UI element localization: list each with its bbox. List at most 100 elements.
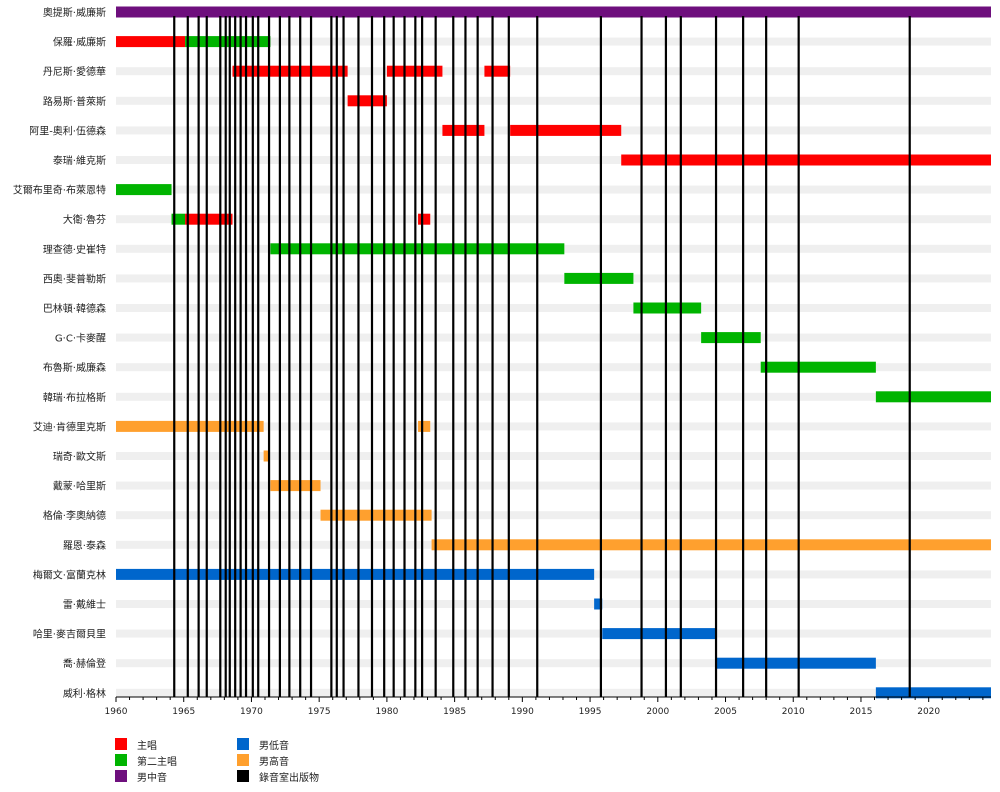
member-bar-tenor	[270, 480, 321, 492]
member-bar-second_lead	[185, 36, 271, 48]
x-tick-label: 1965	[172, 707, 195, 717]
member-label: 韓瑞·布拉格斯	[43, 391, 106, 404]
member-bar-lead	[621, 154, 991, 166]
member-bar-second_lead	[633, 302, 702, 314]
member-bar-second_lead	[171, 213, 186, 225]
member-label: 艾迪·肯德里克斯	[33, 420, 106, 433]
member-bar-lead	[484, 65, 511, 77]
member-bar-lead	[418, 213, 431, 225]
legend-swatch-baritone	[115, 770, 127, 782]
row-stripe	[116, 511, 991, 520]
member-label: 保羅·威廉斯	[53, 36, 106, 49]
member-bar-lead	[510, 124, 622, 136]
member-bar-tenor	[431, 539, 992, 551]
member-bar-bass	[602, 628, 717, 640]
x-tick-label: 1985	[443, 707, 466, 717]
legend-label: 主唱	[137, 740, 157, 752]
legend-label: 男中音	[137, 771, 167, 784]
member-label: 布魯斯·威廉森	[43, 361, 106, 374]
legend-swatch-second_lead	[115, 754, 127, 766]
member-bar-tenor	[418, 420, 431, 432]
x-tick-label: 1995	[579, 707, 602, 717]
member-bar-bass	[594, 598, 603, 610]
x-tick-label: 1960	[105, 707, 128, 717]
row-stripe	[116, 215, 991, 224]
member-bar-lead	[185, 213, 233, 225]
row-stripe	[116, 629, 991, 638]
x-tick-label: 1990	[511, 707, 534, 717]
member-bars	[116, 6, 992, 699]
member-label: 喬·赫倫登	[63, 657, 106, 670]
x-tick-label: 2005	[714, 707, 737, 717]
x-tick-label: 1970	[240, 707, 263, 717]
x-tick-label: 2000	[646, 707, 669, 717]
row-stripe	[116, 304, 991, 312]
member-bar-second_lead	[760, 361, 876, 373]
legend-swatch-bass	[237, 738, 249, 750]
member-bar-second_lead	[875, 391, 991, 403]
legend-label: 男高音	[259, 755, 289, 768]
member-bar-bass	[875, 687, 991, 699]
row-stripe	[116, 688, 991, 697]
member-label: 阿里-奧利·伍德森	[29, 124, 106, 137]
member-label: 泰瑞·維克斯	[53, 154, 106, 167]
row-stripe	[116, 363, 991, 372]
studio-album-lines	[173, 16, 911, 697]
member-label: 哈里·麥吉爾貝里	[33, 628, 106, 641]
x-tick-label: 2015	[850, 707, 873, 717]
row-stripe	[116, 96, 991, 105]
x-tick-label: 1975	[308, 707, 331, 717]
row-stripe	[116, 422, 991, 431]
legend-label: 男低音	[259, 739, 289, 752]
member-bar-tenor	[263, 450, 270, 462]
row-stripe	[116, 452, 991, 460]
member-label: 西奧·斐普勒斯	[43, 272, 106, 285]
legend-swatch-studio_album	[237, 770, 249, 782]
legend-label: 錄音室出版物	[259, 771, 319, 784]
member-label: 理查德·史崔特	[43, 243, 106, 256]
member-label: 丹尼斯·愛德華	[43, 65, 106, 78]
member-bar-baritone	[116, 6, 991, 18]
legend-swatch-lead	[115, 738, 127, 750]
member-bar-tenor	[320, 509, 432, 521]
row-stripe	[116, 274, 991, 283]
member-bar-lead	[442, 124, 485, 136]
row-stripe	[116, 37, 991, 46]
member-label: 格倫·李奧納德	[43, 509, 106, 522]
member-label: 雷·戴維士	[63, 598, 106, 611]
member-label: 瑞奇·歐文斯	[53, 450, 106, 463]
member-bar-second_lead	[270, 243, 565, 255]
member-bar-second_lead	[116, 184, 172, 196]
member-label: 奧提斯·威廉斯	[43, 6, 106, 19]
member-label: G·C·卡麥醒	[55, 332, 106, 345]
member-label: 梅爾文·富蘭克林	[33, 568, 106, 581]
row-stripes	[116, 8, 991, 697]
row-stripe	[116, 67, 991, 76]
row-stripe	[116, 185, 991, 194]
member-label: 威利·格林	[63, 687, 106, 700]
row-stripe	[116, 333, 991, 342]
row-stripe	[116, 600, 991, 608]
member-bar-lead	[116, 36, 186, 48]
x-axis: 1960 1965 1970 1975 1980 1985 1990 1995 2000 2005…	[105, 696, 991, 717]
x-tick-label: 2010	[782, 707, 805, 717]
member-label: 戴蒙·哈里斯	[53, 480, 106, 493]
row-stripe	[116, 481, 991, 490]
member-label: 艾爾布里奇·布萊恩特	[13, 184, 106, 197]
member-bar-tenor	[116, 420, 264, 432]
member-bar-lead	[347, 95, 387, 107]
member-bar-second_lead	[701, 332, 761, 344]
member-label: 羅恩·泰森	[63, 539, 106, 552]
x-tick-label: 2020	[917, 707, 940, 717]
legend-label: 第二主唱	[137, 755, 177, 768]
member-label: 路易斯·普萊斯	[43, 95, 106, 108]
member-label: 大衛·魯芬	[63, 213, 106, 226]
member-bar-bass	[116, 568, 595, 580]
member-labels: 奧提斯·威廉斯保羅·威廉斯丹尼斯·愛德華路易斯·普萊斯阿里-奧利·伍德森泰瑞·維…	[13, 6, 106, 700]
legend-swatch-tenor	[237, 754, 249, 766]
member-bar-second_lead	[564, 272, 634, 284]
row-stripe	[116, 156, 991, 164]
x-tick-label: 1980	[375, 707, 398, 717]
